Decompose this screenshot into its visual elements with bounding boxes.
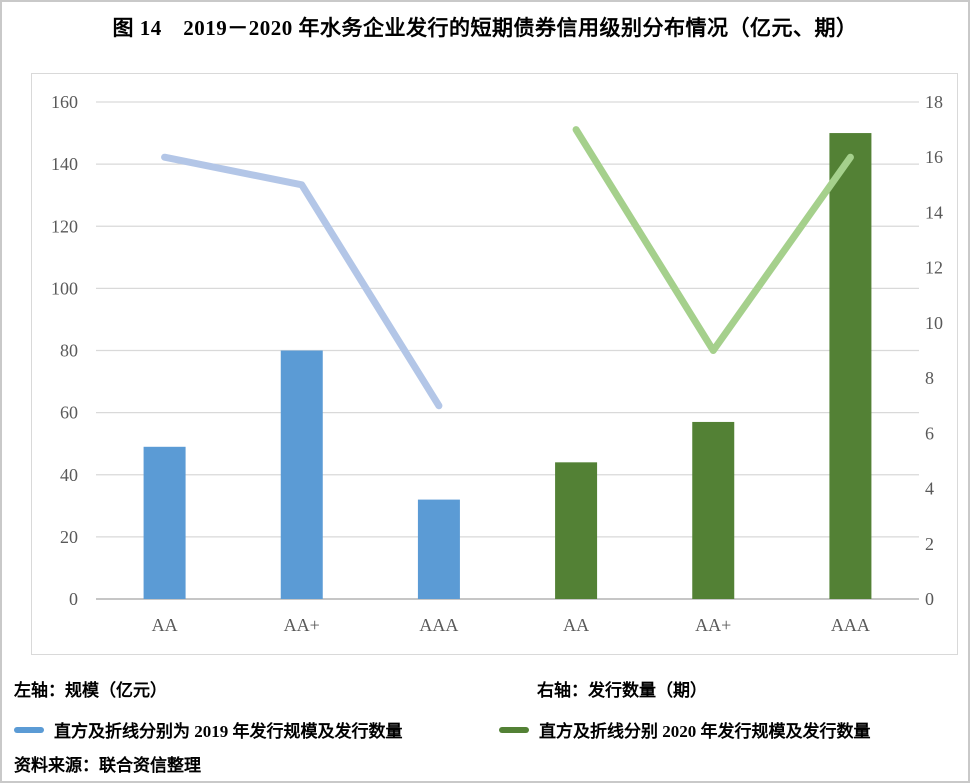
right-axis-tick-label: 0 <box>925 589 934 609</box>
legend-label-2020: 直方及折线分别 2020 年发行规模及发行数量 <box>539 722 871 741</box>
chart-title: 图 14 2019－2020 年水务企业发行的短期债券信用级别分布情况（亿元、期… <box>112 16 858 40</box>
right-axis-tick-label: 6 <box>925 423 934 443</box>
left-axis-tick-label: 100 <box>51 278 78 298</box>
right-axis-tick-label: 8 <box>925 368 934 388</box>
left-axis-tick-label: 80 <box>60 341 78 361</box>
right-axis-tick-label: 12 <box>925 258 943 278</box>
right-axis-tick-label: 4 <box>925 479 934 499</box>
legend-item-2019: 直方及折线分别为 2019 年发行规模及发行数量 <box>14 717 403 742</box>
right-axis-tick-label: 10 <box>925 313 943 333</box>
left-axis-tick-label: 0 <box>69 589 78 609</box>
category-label: AAA <box>419 615 458 635</box>
chart-plot-area: 0 20 40 60 80 100 120 140 160 0 2 4 6 8 10 12 14 16 18 AA AA… <box>31 73 958 655</box>
legend-label-2019: 直方及折线分别为 2019 年发行规模及发行数量 <box>54 722 403 741</box>
bar <box>555 462 598 599</box>
left-axis-tick-label: 120 <box>51 216 78 236</box>
left-axis-tick-label: 160 <box>51 92 78 112</box>
left-axis-tick-label: 40 <box>60 465 78 485</box>
right-axis-tick-label: 14 <box>925 202 943 222</box>
left-axis-tick-label: 60 <box>60 403 78 423</box>
legend-item-2020: 直方及折线分别 2020 年发行规模及发行数量 <box>499 717 871 742</box>
bar <box>143 446 186 599</box>
bar <box>692 421 735 599</box>
bar <box>829 133 872 599</box>
right-axis-tick-label: 2 <box>925 534 934 554</box>
line-series <box>572 126 854 354</box>
category-label: AA+ <box>284 615 320 635</box>
bar <box>280 350 323 599</box>
category-label: AA+ <box>695 615 731 635</box>
category-label: AAA <box>831 615 870 635</box>
line-series <box>161 153 443 410</box>
left-axis-tick-label: 140 <box>51 154 78 174</box>
category-label: AA <box>563 615 589 635</box>
bar <box>417 499 460 599</box>
legend-marker-2019-icon <box>14 726 44 733</box>
left-axis-tick-label: 20 <box>60 527 78 547</box>
category-label: AA <box>152 615 178 635</box>
right-axis-tick-label: 16 <box>925 147 943 167</box>
left-axis-caption: 左轴：规模（亿元） <box>14 681 167 700</box>
source-caption: 资料来源：联合资信整理 <box>14 756 201 775</box>
legend-marker-2020-icon <box>499 726 529 733</box>
right-axis-caption: 右轴：发行数量（期） <box>537 681 707 700</box>
right-axis-tick-label: 18 <box>925 92 943 112</box>
